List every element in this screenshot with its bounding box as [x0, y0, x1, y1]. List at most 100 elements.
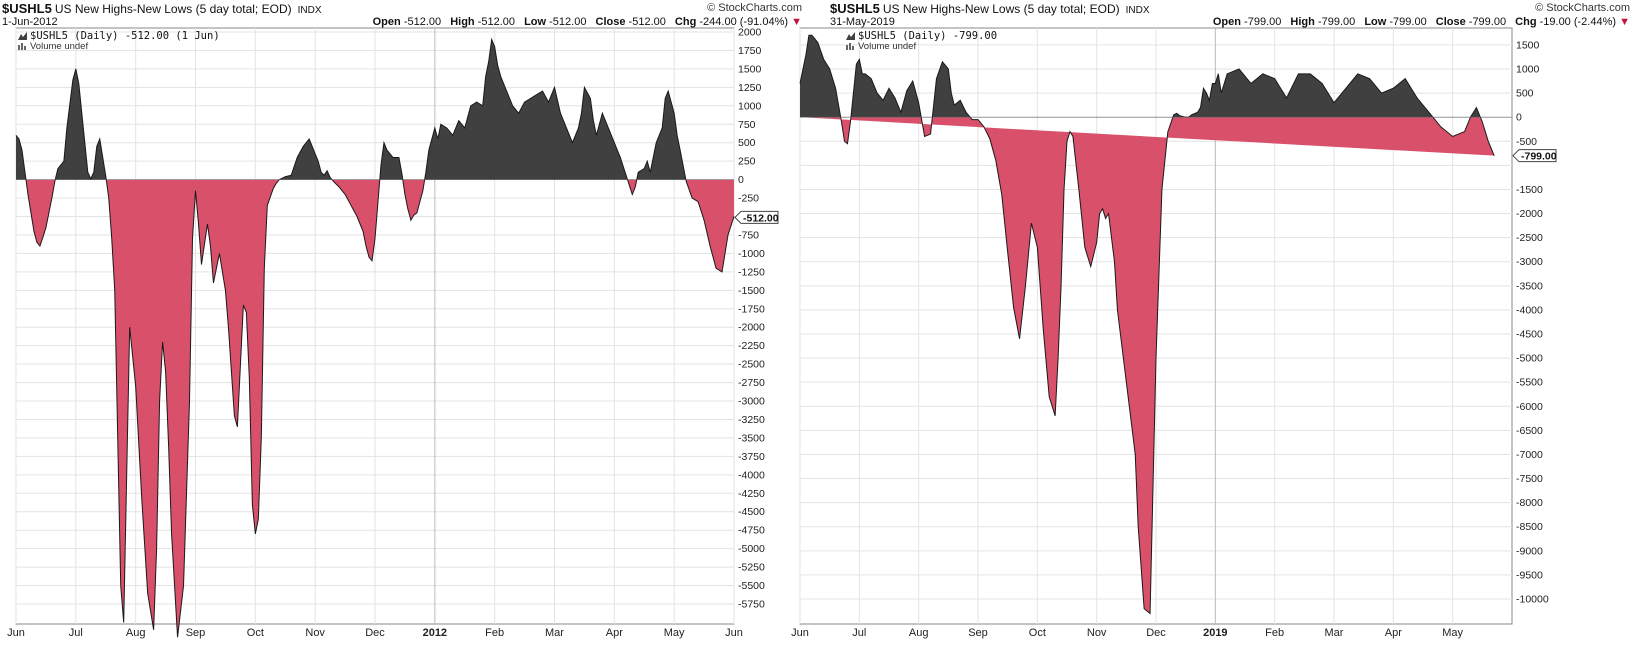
low-label: Low: [524, 16, 547, 28]
y-tick-label: -5250: [738, 562, 765, 574]
last-value-tag: -512.00: [734, 210, 779, 224]
y-tick-label: -4500: [738, 506, 765, 518]
legend-series: $USHL5 (Daily) -799.00: [846, 30, 997, 42]
y-tick-label: -4750: [738, 525, 765, 537]
y-tick-label: -2500: [738, 359, 765, 371]
x-tick-label: Feb: [485, 627, 504, 639]
x-tick-label: May: [664, 627, 685, 639]
x-tick-label: Apr: [1385, 627, 1402, 639]
x-tick-label: Sep: [968, 627, 988, 639]
y-tick-label: 250: [738, 156, 756, 168]
y-tick-label: -1500: [1516, 184, 1543, 196]
last-value-box: [734, 210, 779, 224]
volume-bars-icon: [18, 43, 26, 50]
low-label: Low: [1364, 16, 1387, 28]
open-label: Open: [1212, 16, 1241, 28]
low-value: -512.00: [549, 16, 587, 28]
close-label: Close: [1435, 16, 1466, 28]
y-tick-label: 1750: [738, 45, 762, 57]
x-tick-label: May: [1442, 627, 1463, 639]
y-tick-label: -3750: [738, 451, 765, 463]
x-tick-label: Jun: [725, 627, 743, 639]
y-tick-label: -4500: [1516, 329, 1543, 341]
down-arrow-icon: ▼: [1619, 16, 1630, 28]
exchange: INDX: [1125, 5, 1150, 16]
y-tick-label: -6000: [1516, 401, 1543, 413]
y-tick-label: 1000: [1516, 64, 1540, 76]
y-tick-label: -2750: [738, 377, 765, 389]
x-tick-label: Nov: [305, 627, 325, 639]
negative-area: [800, 117, 1495, 614]
y-tick-label: -3500: [1516, 280, 1543, 292]
y-tick-label: 1500: [738, 63, 762, 75]
close-label: Close: [595, 16, 626, 28]
y-tick-label: -1500: [738, 285, 765, 297]
y-tick-label: 2000: [738, 27, 762, 39]
y-tick-label: 500: [738, 137, 756, 149]
credit: © StockCharts.com: [707, 2, 802, 14]
ohlc-readout: Open -512.00 High -512.00 Low -512.00 Cl…: [367, 16, 802, 28]
legend-text: $USHL5 (Daily) -799.00: [858, 30, 998, 42]
chg-label: Chg: [1515, 16, 1537, 28]
x-tick-label: Jul: [69, 627, 83, 639]
last-value-label: -799.00: [1521, 151, 1557, 163]
chart-header: $USHL5 US New Highs-New Lows (5 day total…: [2, 1, 322, 16]
y-tick-label: 1250: [738, 82, 762, 94]
symbol: $USHL5: [2, 1, 52, 16]
x-tick-label: Jul: [852, 627, 866, 639]
y-tick-label: -4000: [1516, 304, 1543, 316]
y-tick-label: -2500: [1516, 232, 1543, 244]
positive-area: [800, 35, 1495, 118]
y-tick-label: -7000: [1516, 449, 1543, 461]
y-tick-label: 1500: [1516, 39, 1540, 51]
y-tick-label: -2000: [1516, 208, 1543, 220]
y-tick-label: -750: [738, 229, 759, 241]
y-tick-label: -3000: [738, 396, 765, 408]
x-tick-label: 2019: [1203, 627, 1227, 639]
y-tick-label: -7500: [1516, 473, 1543, 485]
y-tick-label: -5500: [738, 580, 765, 592]
y-tick-label: -2000: [738, 322, 765, 334]
y-tick-label: -2250: [738, 340, 765, 352]
y-tick-label: 0: [738, 174, 744, 186]
x-tick-label: 2012: [423, 627, 447, 639]
chg-label: Chg: [674, 16, 697, 28]
y-tick-label: -5000: [738, 543, 765, 555]
x-tick-label: Oct: [1029, 627, 1046, 639]
positive-area: [16, 39, 734, 180]
y-tick-label: -4000: [738, 469, 765, 481]
legend-volume: Volume undef: [18, 41, 88, 52]
y-tick-label: -9000: [1516, 545, 1543, 557]
area-chart-icon: [18, 32, 27, 40]
last-value-label: -512.00: [743, 212, 779, 224]
y-tick-label: -6500: [1516, 425, 1543, 437]
y-tick-label: -3000: [1516, 256, 1543, 268]
x-tick-label: Mar: [545, 627, 564, 639]
series-line: [799, 34, 1495, 615]
chart-date: 31-May-2019: [830, 16, 895, 28]
y-tick-label: -1750: [738, 303, 765, 315]
chart-title: US New Highs-New Lows (5 day total; EOD): [54, 2, 292, 16]
last-value-box: [1512, 149, 1557, 163]
close-value: -512.00: [628, 16, 666, 28]
chg-value: -244.00 (-91.04%): [699, 16, 789, 28]
y-tick-label: -1250: [738, 266, 765, 278]
y-tick-label: 500: [1516, 88, 1534, 100]
y-tick-label: -10000: [1516, 594, 1549, 606]
high-label: High: [450, 16, 475, 28]
high-value: -512.00: [477, 16, 516, 28]
y-tick-label: -8500: [1516, 521, 1543, 533]
x-tick-label: Nov: [1087, 627, 1107, 639]
credit: © StockCharts.com: [1535, 2, 1630, 14]
y-tick-label: -5500: [1516, 377, 1543, 389]
volume-text: Volume undef: [858, 41, 917, 52]
y-tick-label: 750: [738, 119, 756, 131]
chart-date: 1-Jun-2012: [2, 16, 58, 28]
volume-text: Volume undef: [30, 41, 89, 52]
legend-text: $USHL5 (Daily) -512.00 (1 Jun): [30, 30, 220, 42]
open-value: -799.00: [1244, 16, 1282, 28]
exchange: INDX: [297, 5, 322, 16]
open-value: -512.00: [403, 16, 442, 28]
legend-volume: Volume undef: [846, 41, 916, 52]
y-tick-label: -250: [738, 193, 759, 205]
